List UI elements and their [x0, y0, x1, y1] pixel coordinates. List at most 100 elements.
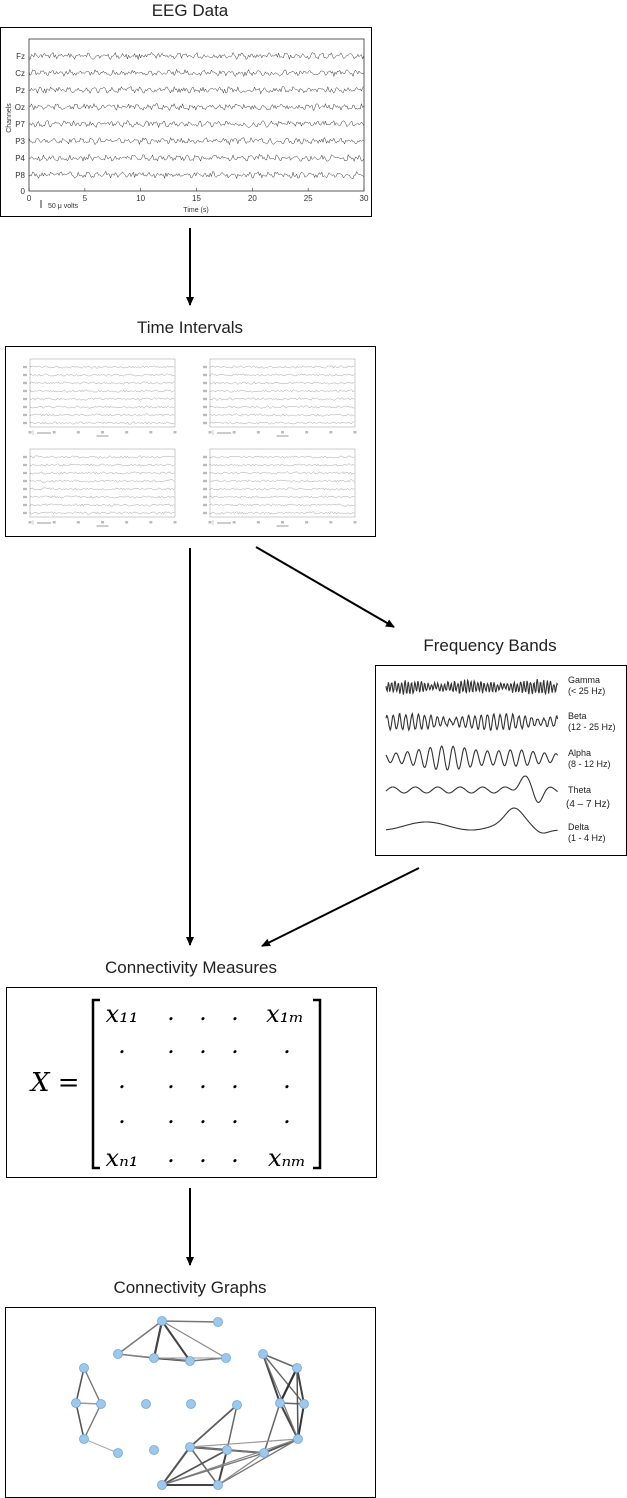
band-beta-range: (12 - 25 Hz)	[568, 722, 616, 732]
eeg-trace	[28, 102, 365, 112]
graph-edge	[189, 1404, 238, 1448]
graph-node	[157, 1316, 167, 1326]
graph-edge	[263, 1402, 281, 1454]
time-intervals-panel	[5, 346, 376, 537]
matrix-cell-r2c2: .	[167, 1031, 175, 1059]
graph-edge	[75, 1367, 85, 1404]
eeg-x-tick-label: 10	[136, 194, 145, 203]
graph-edge	[152, 1320, 164, 1359]
eeg-trace	[28, 136, 364, 146]
eeg-x-tick-label: 5	[83, 194, 88, 203]
graph-edge	[217, 1438, 299, 1486]
graph-node	[79, 1363, 89, 1373]
graph-edge	[262, 1353, 298, 1369]
eeg-x-tick-label: 30	[360, 194, 369, 203]
arrow-intervals-to-bands	[255, 546, 395, 628]
frequency-bands-title: Frequency Bands	[423, 636, 557, 655]
eeg-x-ticks: 0 5 10 15 20 25 30	[27, 188, 369, 203]
graph-node	[221, 1353, 231, 1363]
matrix-cell-r2c3: .	[199, 1031, 207, 1059]
graph-edge	[217, 1452, 265, 1486]
graph-node	[96, 1399, 106, 1409]
matrix-cell-r4c1: .	[118, 1101, 126, 1129]
theta-wave	[385, 775, 558, 804]
eeg-channel-label: Pz	[16, 86, 25, 95]
eeg-x-tick-label: 20	[248, 194, 257, 203]
eeg-channel-label: Cz	[15, 69, 25, 78]
graph-node	[222, 1445, 232, 1455]
eeg-trace	[28, 120, 365, 129]
matrix-cell-r5c1: xₙ₁	[106, 1144, 139, 1172]
interval-plot	[203, 448, 357, 527]
graph-node	[186, 1399, 196, 1409]
eeg-x-tick-label: 0	[27, 194, 32, 203]
graph-node	[232, 1400, 242, 1410]
arrow-bands-to-connectivity	[261, 867, 420, 947]
interval-plot	[23, 448, 177, 527]
eeg-trace	[28, 51, 365, 61]
connectivity-measures-title: Connectivity Measures	[105, 958, 277, 977]
interval-plot	[203, 358, 357, 437]
band-alpha-range: (8 - 12 Hz)	[568, 759, 611, 769]
alpha-wave	[385, 745, 559, 771]
eeg-x-tick-label: 25	[304, 194, 313, 203]
band-labels: Gamma (< 25 Hz) Beta (12 - 25 Hz) Alpha …	[566, 675, 616, 843]
connectivity-matrix-panel: X = x₁₁ . . . x₁ₘ . . . . . . . . . . . …	[6, 987, 377, 1178]
graph-node	[113, 1349, 123, 1359]
interval-plot	[23, 358, 177, 437]
graph-node	[213, 1317, 223, 1327]
eeg-trace	[28, 153, 365, 163]
matrix-cell-r4c4: .	[231, 1101, 239, 1129]
band-theta-range: (4 – 7 Hz)	[566, 799, 610, 810]
matrix-cell-r3c5: .	[283, 1066, 291, 1094]
graph-node	[292, 1363, 302, 1373]
matrix-cell-r2c1: .	[118, 1031, 126, 1059]
eeg-data-panel: Fz Cz Pz Oz P7 P3 P4 P8 0 5 10 15 20 25 30 Channels 0…	[0, 27, 372, 217]
graph-node	[149, 1353, 159, 1363]
graph-edge	[75, 1402, 85, 1440]
graph-node	[259, 1448, 269, 1458]
matrix-cell-r3c4: .	[231, 1066, 239, 1094]
eeg-traces	[28, 51, 365, 180]
matrix-cell-r5c4: .	[231, 1140, 239, 1168]
graph-node	[258, 1349, 268, 1359]
frequency-bands-panel: Gamma (< 25 Hz) Beta (12 - 25 Hz) Alpha …	[375, 665, 627, 856]
eeg-scale-label: 50 μ volts	[48, 203, 79, 210]
graph-edge	[189, 1446, 219, 1486]
band-waveforms: Gamma (< 25 Hz) Beta (12 - 25 Hz) Alpha …	[385, 675, 616, 843]
connectivity-matrix: X = x₁₁ . . . x₁ₘ . . . . . . . . . . . …	[29, 998, 322, 1172]
matrix-right-bracket	[313, 998, 322, 1170]
eeg-plot: Fz Cz Pz Oz P7 P3 P4 P8 0 5 10 15 20 25 30 Channels 0…	[6, 38, 369, 214]
graph-edge	[217, 1449, 228, 1486]
band-delta-name: Delta	[568, 822, 589, 832]
graph-node	[275, 1398, 285, 1408]
eeg-data-title: EEG Data	[151, 1, 229, 20]
graph-edge	[117, 1320, 163, 1355]
eeg-channel-label: P4	[15, 154, 25, 163]
matrix-cell-r1c2: .	[167, 998, 175, 1026]
graph-edge	[83, 1403, 102, 1440]
band-gamma-range: (< 25 Hz)	[568, 686, 605, 696]
connectivity-graph-panel	[5, 1307, 376, 1498]
eeg-y-axis-label: Channels	[6, 103, 13, 133]
graph-node	[71, 1398, 81, 1408]
band-theta-name: Theta	[568, 785, 591, 795]
matrix-left-bracket	[91, 998, 100, 1170]
graph-edge	[161, 1320, 219, 1323]
eeg-channel-labels: Fz Cz Pz Oz P7 P3 P4 P8	[15, 52, 26, 180]
graph-edge	[297, 1403, 305, 1440]
eeg-trace	[28, 85, 364, 95]
matrix-cell-r4c3: .	[199, 1101, 207, 1129]
eeg-trace	[28, 68, 364, 78]
graph-edge	[226, 1404, 238, 1451]
graph-node	[79, 1434, 89, 1444]
graph-node	[157, 1480, 167, 1490]
graph-edge	[279, 1367, 298, 1404]
matrix-cell-r1c1: x₁₁	[106, 1000, 139, 1028]
graph-edge	[161, 1320, 227, 1359]
graph-node	[149, 1445, 159, 1455]
eeg-channel-label: Fz	[16, 52, 25, 61]
band-gamma-name: Gamma	[568, 675, 600, 685]
graph-node	[141, 1399, 151, 1409]
eeg-channel-label: P7	[15, 120, 25, 129]
